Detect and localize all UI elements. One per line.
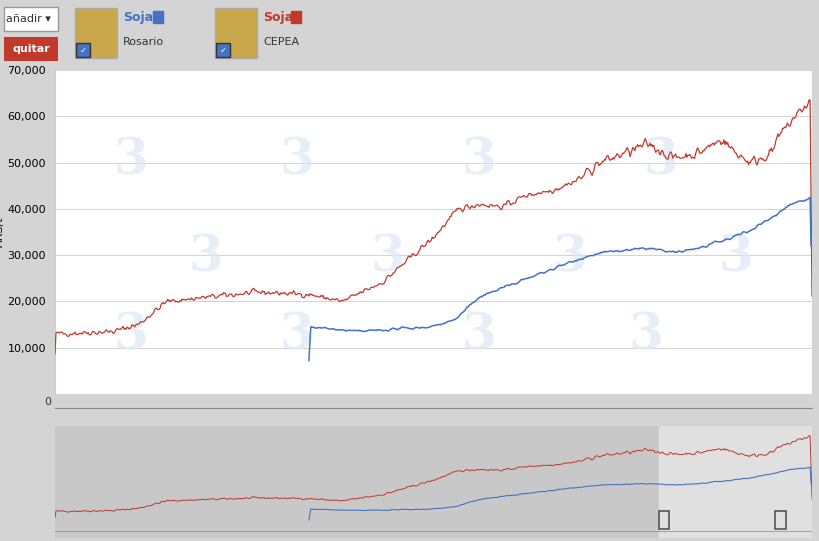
Text: Rosario: Rosario: [123, 37, 164, 47]
Text: 3: 3: [370, 233, 405, 282]
Text: CEPEA: CEPEA: [263, 37, 299, 47]
FancyBboxPatch shape: [4, 7, 58, 31]
Text: 3: 3: [279, 311, 314, 360]
Text: 3: 3: [113, 136, 148, 185]
Text: 3: 3: [189, 233, 224, 282]
Text: 3: 3: [627, 311, 662, 360]
Text: 3: 3: [552, 233, 586, 282]
Text: quitar: quitar: [12, 44, 50, 54]
FancyBboxPatch shape: [4, 37, 58, 61]
Text: añadir ▾: añadir ▾: [6, 14, 51, 24]
Text: 3: 3: [642, 136, 677, 185]
Bar: [153, 11, 163, 23]
FancyBboxPatch shape: [215, 43, 229, 57]
Text: 3: 3: [461, 136, 495, 185]
Text: Soja: Soja: [123, 10, 153, 23]
Text: ✓: ✓: [79, 45, 86, 55]
Bar: [658, 426, 811, 538]
Text: 0: 0: [44, 397, 51, 407]
Text: 3: 3: [113, 311, 148, 360]
FancyBboxPatch shape: [215, 8, 256, 58]
Text: 3: 3: [461, 311, 495, 360]
FancyBboxPatch shape: [75, 8, 117, 58]
Text: ✓: ✓: [219, 45, 226, 55]
Text: Soja: Soja: [263, 10, 292, 23]
Bar: [291, 11, 301, 23]
FancyBboxPatch shape: [76, 43, 90, 57]
Y-axis label: ARS/t: ARS/t: [0, 217, 5, 247]
Text: 3: 3: [279, 136, 314, 185]
Text: 3: 3: [718, 233, 753, 282]
